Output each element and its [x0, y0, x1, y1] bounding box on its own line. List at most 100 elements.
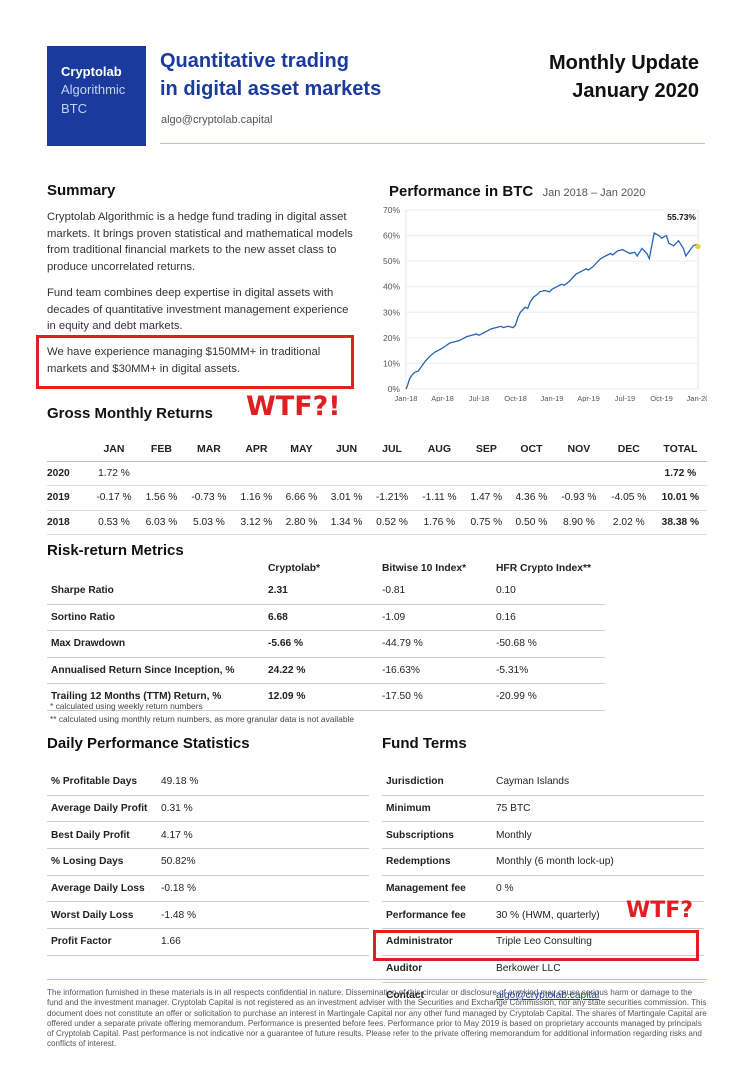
gross-returns-cell: 0.52 % — [376, 516, 408, 528]
gross-returns-cell: -0.93 % — [561, 492, 597, 504]
gross-returns-cell — [415, 461, 464, 486]
update-title: Monthly Update — [549, 52, 699, 74]
fund-term-value: 0 % — [495, 875, 704, 903]
fund-term-row: Performance fee 30 % (HWM, quarterly) — [382, 901, 704, 930]
gross-returns-col-header: APR — [245, 442, 268, 455]
gross-returns-cell: 1.56 % — [145, 492, 178, 504]
header-email: algo@cryptolab.capital — [161, 114, 273, 126]
chart-y-tick-label: 50% — [383, 256, 400, 266]
gross-returns-year: 2019 — [47, 492, 70, 504]
gross-returns-table: JAN FEB MAR APR MAY JUN JUL AUG SEP OCT NOV DEC TOTA… — [47, 437, 707, 535]
risk-return-col-header: Bitwise 10 Index* — [382, 562, 467, 574]
gross-returns-col-header: TOTAL — [663, 442, 698, 455]
disclaimer: The information furnished in these mater… — [47, 988, 707, 1049]
footer-divider — [47, 979, 707, 980]
gross-returns-row: 2020 1.72 % 1.72 % — [47, 461, 707, 486]
chart-x-tick-label: Jul-18 — [469, 394, 489, 402]
risk-return-col-header: Cryptolab* — [268, 562, 321, 574]
risk-return-row: Sharpe Ratio 2.31 -0.81 0.10 — [47, 578, 605, 605]
risk-metric-value: 0.10 — [495, 578, 605, 605]
footnote-monthly: ** calculated using monthly return numbe… — [50, 714, 354, 724]
daily-stat-row: Average Daily Profit 0.31 % — [47, 795, 369, 823]
risk-metric-value: 6.68 — [267, 604, 381, 631]
daily-stat-label: Worst Daily Loss — [47, 901, 160, 930]
risk-metric-value: -44.79 % — [381, 630, 495, 658]
daily-stat-value: -1.48 % — [160, 901, 369, 930]
annotation-wtf1: WTF?! — [246, 391, 341, 422]
gross-returns-cell: 6.03 % — [145, 516, 178, 528]
summary-para3: We have experience managing $150MM+ in t… — [47, 346, 321, 375]
gross-returns-cell — [234, 461, 279, 486]
doc-title-line2: in digital asset markets — [160, 78, 382, 100]
risk-metric-value: -1.09 — [381, 604, 495, 631]
gross-returns-col-header — [47, 437, 89, 461]
logo-block: Cryptolab Algorithmic BTC — [47, 46, 146, 146]
gross-returns-col-header: FEB — [150, 442, 172, 455]
fund-term-row: Administrator Triple Leo Consulting — [382, 928, 704, 956]
gross-returns-col-header: MAR — [196, 442, 221, 455]
daily-stat-label: Profit Factor — [47, 928, 160, 956]
risk-metric-label: Sortino Ratio — [47, 604, 267, 631]
gross-returns-cell: -4.05 % — [611, 492, 647, 504]
gross-returns-cell — [554, 461, 604, 486]
risk-metric-value: -50.68 % — [495, 630, 605, 658]
daily-stat-row: Worst Daily Loss -1.48 % — [47, 901, 369, 930]
chart-x-tick-label: Jan-19 — [541, 394, 564, 402]
daily-stat-value: 1.66 — [160, 928, 369, 956]
risk-return-col-header — [47, 558, 267, 578]
daily-stat-label: Average Daily Profit — [47, 795, 160, 823]
fund-term-label: Administrator — [382, 928, 495, 956]
gross-returns-col-header: JUL — [382, 442, 402, 455]
chart-y-tick-label: 20% — [383, 333, 400, 343]
doc-title-line1: Quantitative trading — [160, 50, 349, 72]
summary-para1: Cryptolab Algorithmic is a hedge fund tr… — [47, 211, 353, 273]
gross-returns-year: 2020 — [47, 467, 70, 479]
fund-term-value: Cayman Islands — [495, 769, 704, 796]
chart-y-tick-label: 0% — [388, 384, 401, 394]
chart-y-tick-label: 10% — [383, 358, 400, 368]
fund-term-row: Subscriptions Monthly — [382, 821, 704, 850]
logo-line3: BTC — [61, 101, 87, 116]
gross-returns-cell: 3.01 % — [330, 492, 363, 504]
risk-return-col-header: HFR Crypto Index** — [496, 562, 591, 574]
chart-end-point — [695, 243, 701, 250]
fund-term-row: Redemptions Monthly (6 month lock-up) — [382, 848, 704, 876]
risk-return-row: Sortino Ratio 6.68 -1.09 0.16 — [47, 604, 605, 631]
chart-x-tick-label: Apr-19 — [577, 394, 600, 402]
gross-returns-year: 2018 — [47, 516, 70, 528]
fund-term-value: Triple Leo Consulting — [495, 928, 704, 956]
fund-term-label: Minimum — [382, 795, 495, 823]
daily-stat-value: 4.17 % — [160, 821, 369, 850]
gross-returns-cell: 2.02 % — [612, 516, 645, 528]
gross-returns-cell: 1.76 % — [423, 516, 456, 528]
gross-returns-cell: 0.53 % — [98, 516, 130, 528]
risk-return-row: Annualised Return Since Inception, % 24.2… — [47, 657, 605, 684]
highlight-box-auditor — [373, 930, 699, 961]
risk-metric-label: Max Drawdown — [47, 630, 267, 658]
gross-returns-cell — [279, 461, 324, 486]
risk-metric-value: 2.31 — [267, 578, 381, 605]
fund-terms-table: Jurisdiction Cayman Islands Minimum 75 BTC S… — [382, 769, 704, 1010]
daily-stat-value: 50.82% — [160, 848, 369, 876]
gross-returns-cell — [324, 461, 369, 486]
logo-line1: Cryptolab — [61, 64, 122, 79]
risk-metric-value: -17.50 % — [381, 683, 495, 711]
chart-y-tick-label: 30% — [383, 307, 400, 317]
gross-returns-cell: 0.50 % — [515, 516, 548, 528]
gross-returns-total: 38.38 % — [661, 516, 700, 528]
summary-para2: Fund team combines deep expertise in dig… — [47, 287, 349, 332]
gross-returns-cell: -1.21% — [375, 492, 409, 504]
performance-title: Performance in BTC Jan 2018 – Jan 2020 — [389, 183, 709, 201]
daily-stats-table: % Profitable Days 49.18 % Average Daily Pr… — [47, 769, 369, 956]
gross-returns-total: 10.01 % — [661, 492, 700, 504]
daily-stat-label: % Profitable Days — [47, 769, 160, 796]
fund-term-label: Management fee — [382, 875, 495, 903]
gross-returns-row: 2018 0.53 % 6.03 % 5.03 % 3.12 % 2.80 % 1.34 %… — [47, 510, 707, 535]
gross-returns-col-header: JAN — [103, 442, 125, 455]
risk-return-row: Trailing 12 Months (TTM) Return, % 12.09 … — [47, 683, 605, 711]
risk-return-table: Cryptolab* Bitwise 10 Index* HFR Crypto In… — [47, 558, 605, 711]
contact-email-link[interactable]: algo@cryptolab.capital — [495, 982, 704, 1010]
risk-metric-label: Sharpe Ratio — [47, 578, 267, 605]
risk-metric-value: -16.63% — [381, 657, 495, 684]
chart-x-tick-label: Oct-18 — [504, 394, 527, 402]
